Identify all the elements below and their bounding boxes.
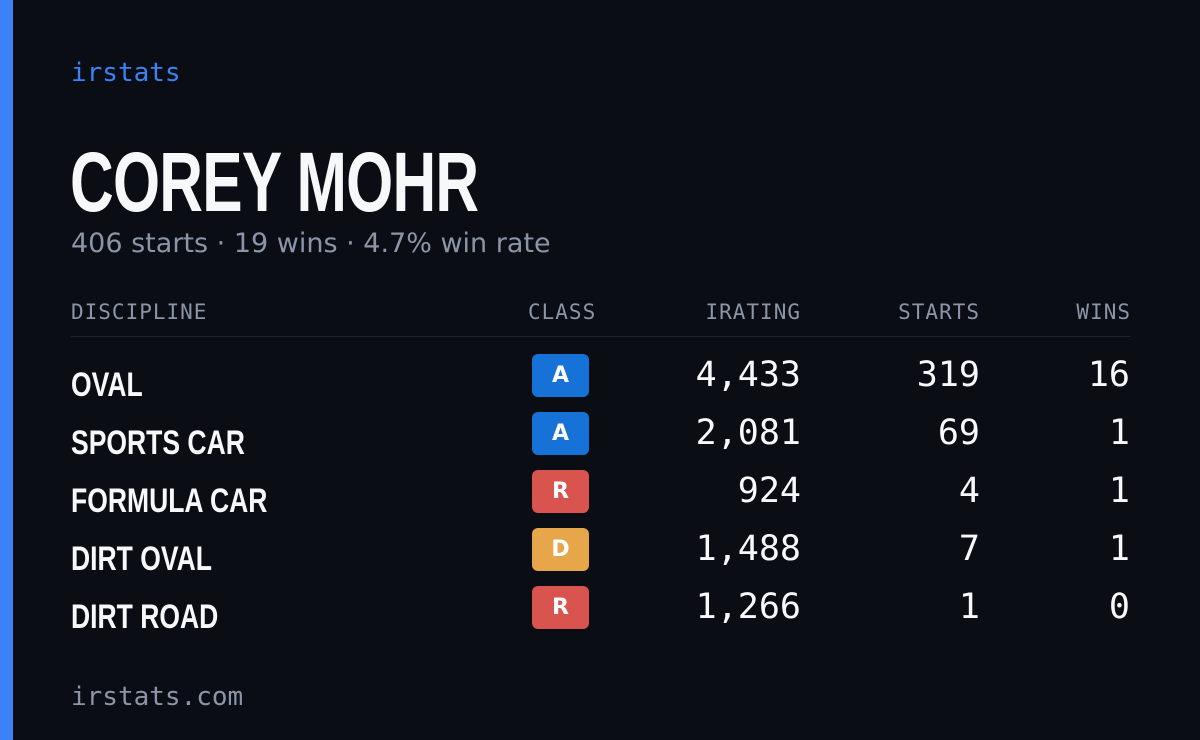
driver-name: COREY MOHR xyxy=(70,135,479,229)
class-badge: D xyxy=(532,528,589,571)
wins-value: 16 xyxy=(1087,355,1130,395)
table-row: FORMULA CAR R 924 4 1 xyxy=(71,469,1131,527)
stats-table: DISCIPLINE CLASS IRATING STARTS WINS OVA… xyxy=(71,296,1131,643)
irating-value: 1,266 xyxy=(695,587,801,627)
table-row: SPORTS CAR A 2,081 69 1 xyxy=(71,411,1131,469)
discipline-name: DIRT ROAD xyxy=(71,598,219,636)
footer-url: irstats.com xyxy=(71,682,244,712)
discipline-name: FORMULA CAR xyxy=(71,482,268,520)
table-body: OVAL A 4,433 319 16 SPORTS CAR A 2,081 6… xyxy=(71,337,1131,643)
header-irating: IRATING xyxy=(705,300,801,324)
starts-value: 1 xyxy=(958,587,980,627)
discipline-name: DIRT OVAL xyxy=(71,540,212,578)
header-class: CLASS xyxy=(528,300,597,324)
wins-value: 1 xyxy=(1108,413,1130,453)
table-header: DISCIPLINE CLASS IRATING STARTS WINS xyxy=(71,296,1131,337)
class-badge: A xyxy=(532,412,589,455)
table-row: DIRT OVAL D 1,488 7 1 xyxy=(71,527,1131,585)
header-discipline: DISCIPLINE xyxy=(71,300,208,324)
wins-value: 0 xyxy=(1108,587,1130,627)
irating-value: 2,081 xyxy=(695,413,801,453)
starts-value: 7 xyxy=(958,529,980,569)
driver-summary: 406 starts · 19 wins · 4.7% win rate xyxy=(71,228,551,259)
starts-value: 319 xyxy=(916,355,980,395)
table-row: DIRT ROAD R 1,266 1 0 xyxy=(71,585,1131,643)
discipline-name: SPORTS CAR xyxy=(71,424,245,462)
header-wins: WINS xyxy=(1076,300,1131,324)
wins-value: 1 xyxy=(1108,529,1130,569)
class-badge: R xyxy=(532,470,589,513)
brand-logo: irstats xyxy=(71,58,181,88)
accent-bar xyxy=(0,0,13,740)
irating-value: 924 xyxy=(737,471,801,511)
class-badge: R xyxy=(532,586,589,629)
irating-value: 1,488 xyxy=(695,529,801,569)
discipline-name: OVAL xyxy=(71,366,143,404)
table-row: OVAL A 4,433 319 16 xyxy=(71,353,1131,411)
wins-value: 1 xyxy=(1108,471,1130,511)
irating-value: 4,433 xyxy=(695,355,801,395)
class-badge: A xyxy=(532,354,589,397)
starts-value: 69 xyxy=(937,413,980,453)
header-starts: STARTS xyxy=(898,300,980,324)
starts-value: 4 xyxy=(958,471,980,511)
